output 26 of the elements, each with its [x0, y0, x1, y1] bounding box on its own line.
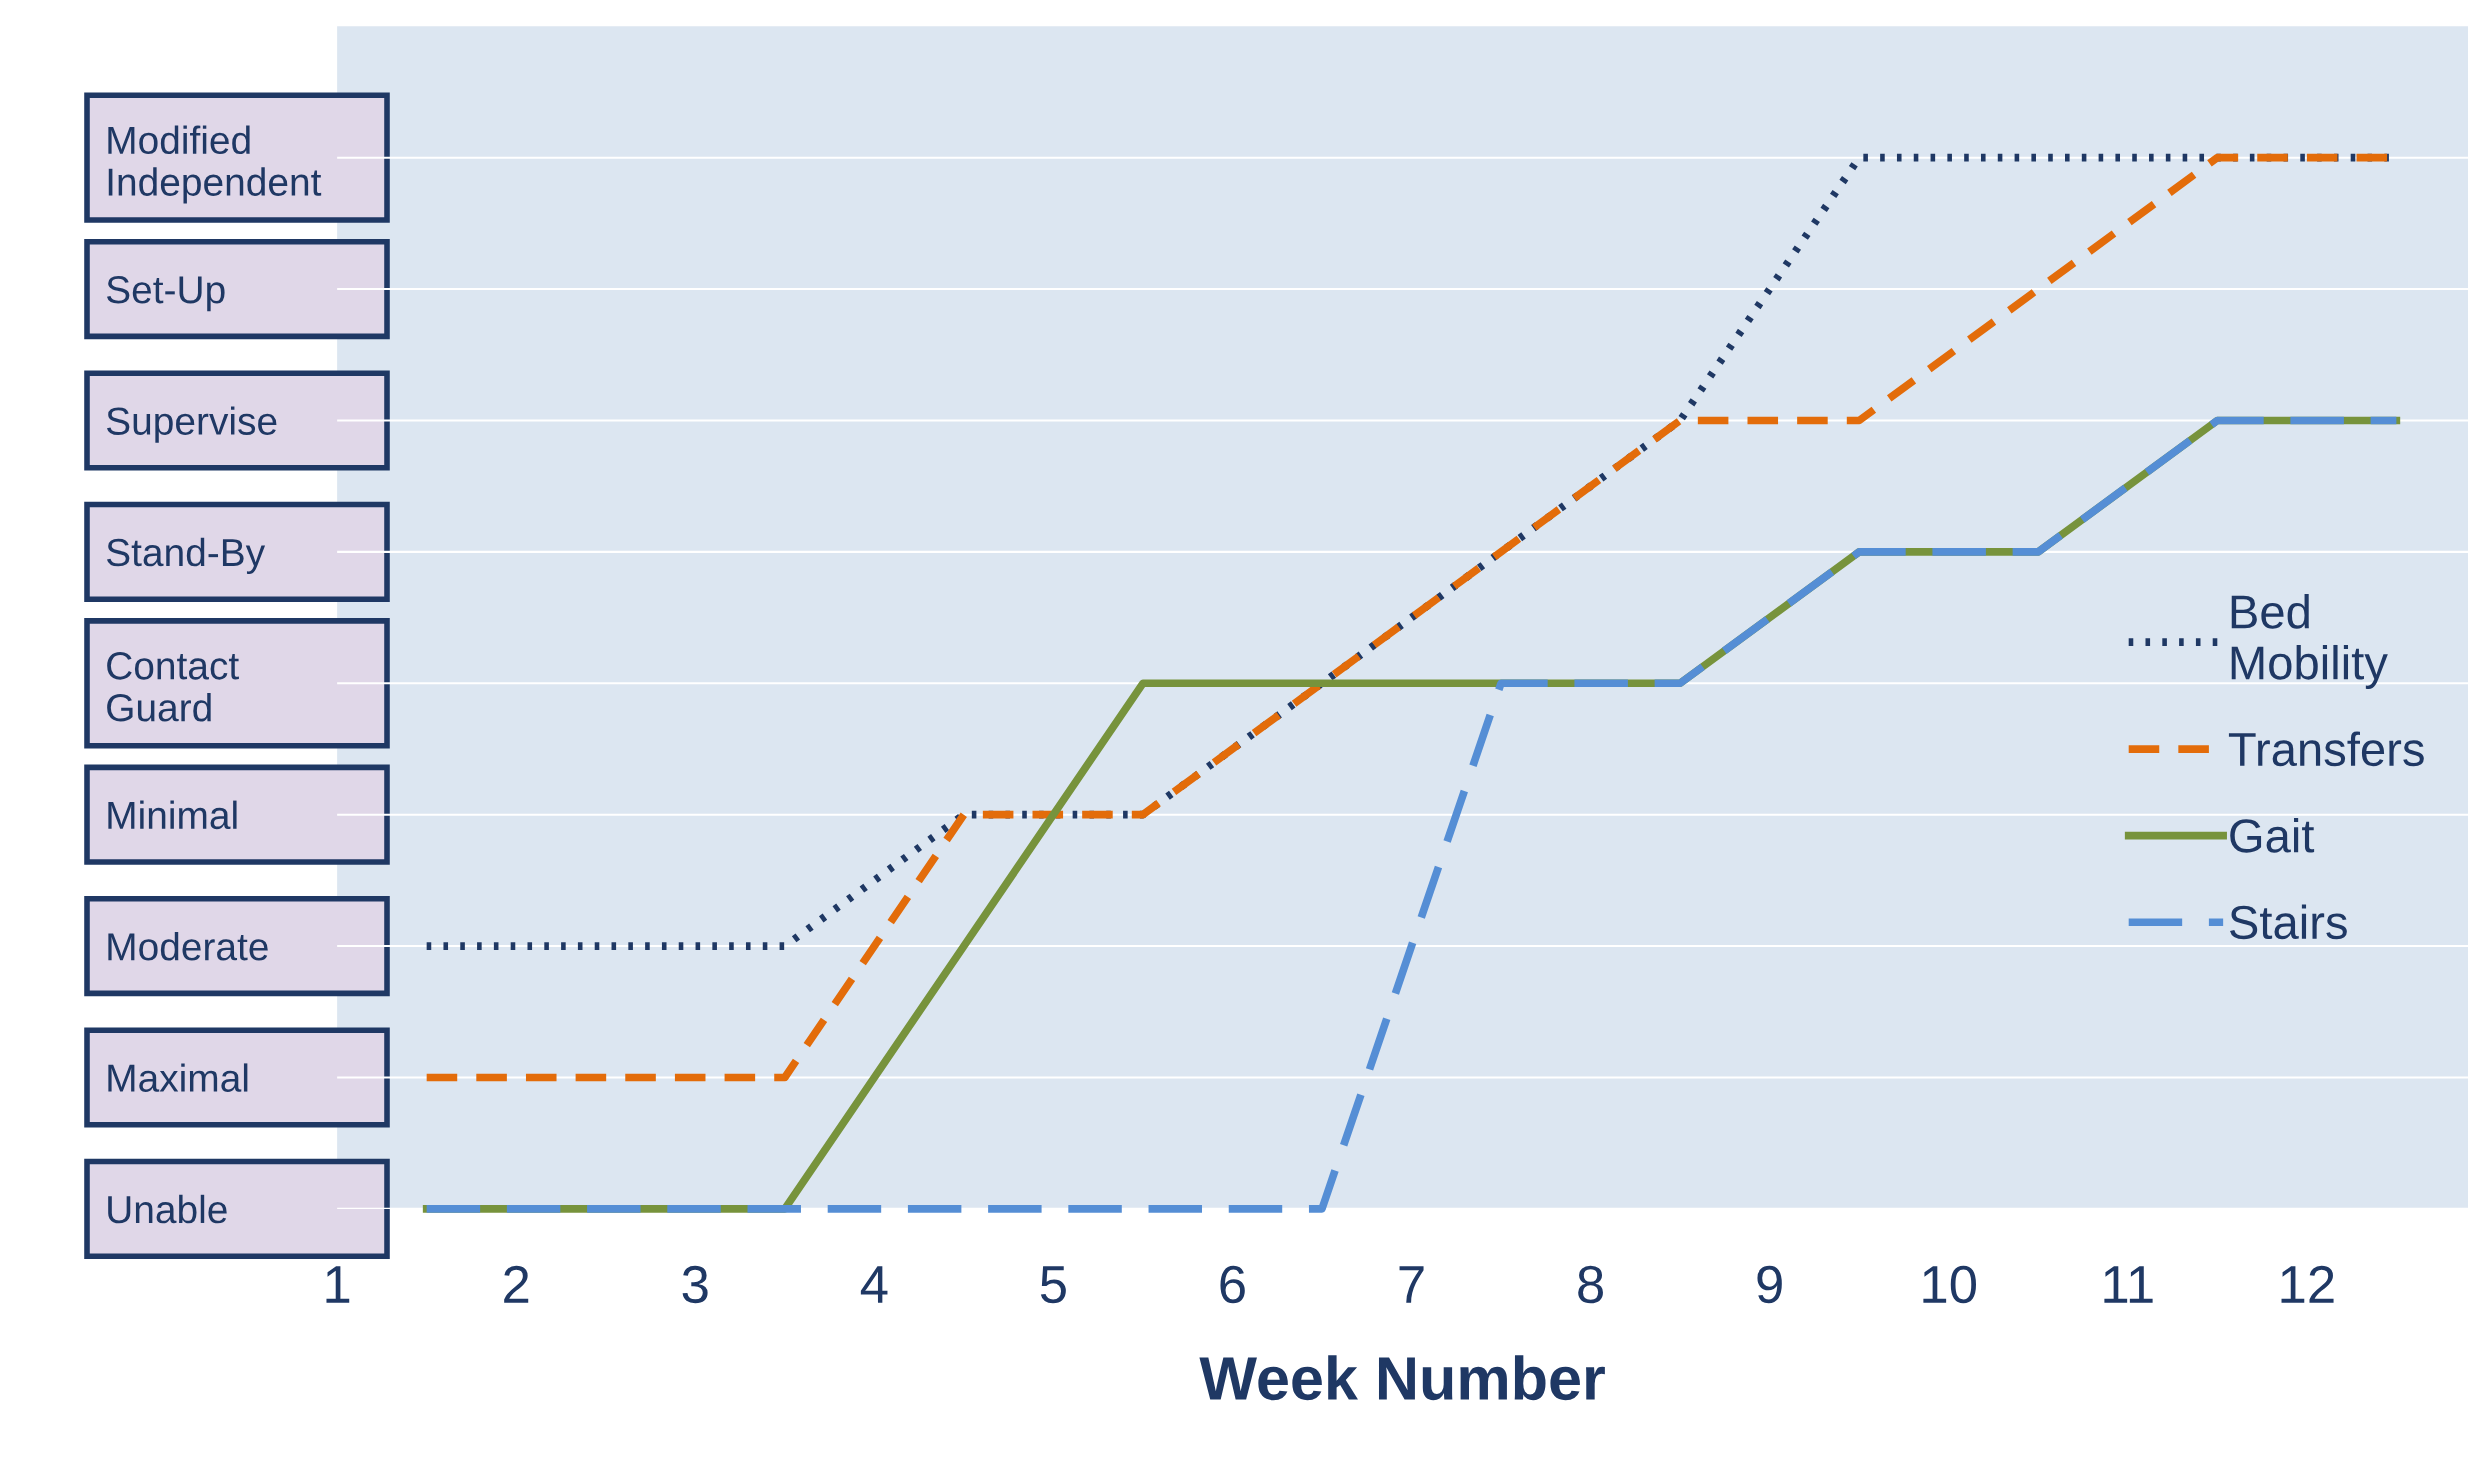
- legend-label: Gait: [2230, 818, 2315, 853]
- x-tick-label: 7: [1399, 1266, 1424, 1303]
- x-tick-label: 1: [326, 1266, 350, 1303]
- x-tick-label: 2: [504, 1265, 529, 1303]
- category-label: Modified Independent: [108, 125, 322, 204]
- x-tick-label: 12: [2281, 1265, 2334, 1303]
- category-label: Moderate: [108, 931, 268, 961]
- legend-label: Bed Mobility: [2231, 594, 2388, 689]
- x-tick-label: 3: [682, 1265, 708, 1304]
- category-label: Contact Guard: [107, 652, 239, 722]
- category-label: Set-Up: [106, 276, 225, 312]
- category-label: Maximal: [108, 1063, 248, 1092]
- x-tick-label: 10: [1923, 1265, 1976, 1304]
- x-tick-label: 6: [1220, 1265, 1245, 1304]
- legend-label: Transfers: [2228, 731, 2424, 767]
- x-tick-label: 8: [1578, 1265, 1603, 1304]
- category-label: Minimal: [108, 800, 237, 830]
- x-tick-label: 5: [1040, 1266, 1066, 1304]
- legend-label: Stairs: [2230, 904, 2347, 940]
- x-axis-title: Week Number: [1199, 1355, 1605, 1401]
- category-label: Unable: [108, 1194, 227, 1224]
- category-label: Stand-By: [106, 537, 266, 575]
- category-label: Supervise: [106, 406, 277, 443]
- x-tick-label: 11: [2104, 1266, 2153, 1303]
- x-tick-label: 9: [1757, 1265, 1782, 1304]
- x-tick-label: 4: [860, 1266, 888, 1303]
